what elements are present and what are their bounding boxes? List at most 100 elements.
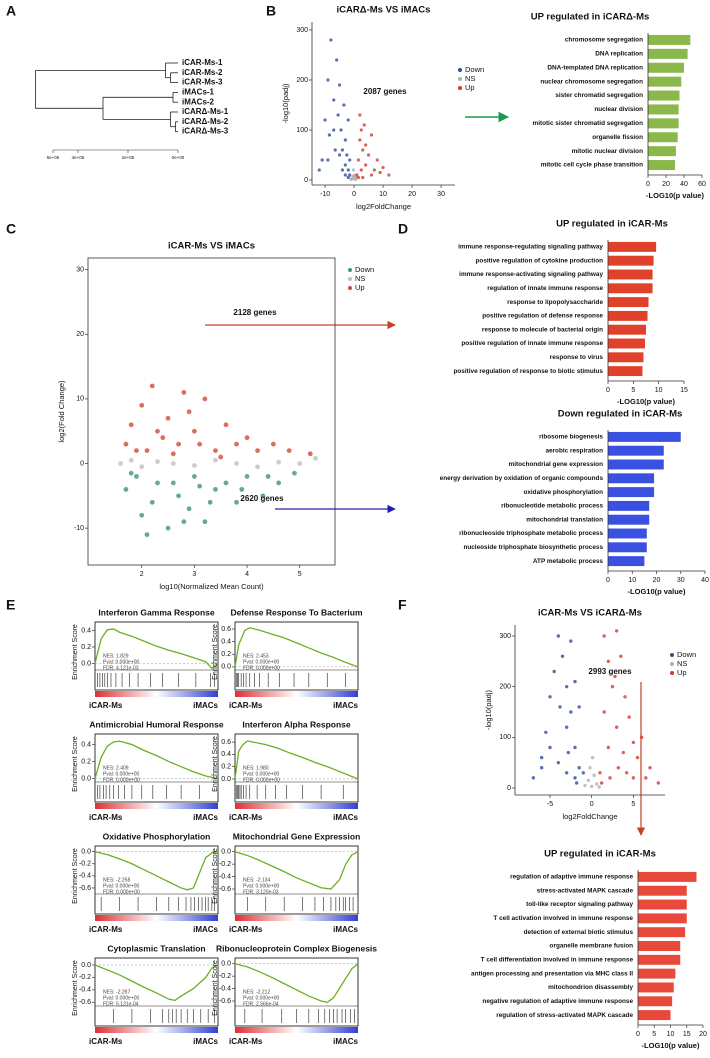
point <box>276 459 282 465</box>
enrichment-curve <box>94 964 219 1002</box>
stat: Pval: 0.000e+00 <box>243 771 279 777</box>
point <box>610 684 615 689</box>
category-label: mitotic nuclear division <box>572 148 643 155</box>
y-axis-label: Enrichment Score <box>212 624 219 680</box>
category-label: positive regulation of response to bioti… <box>454 368 604 375</box>
category-label: antigen processing and presentation via … <box>471 970 633 977</box>
panel-label: A <box>6 3 16 19</box>
point <box>569 639 573 643</box>
plot-frame <box>234 733 359 803</box>
point <box>244 474 250 479</box>
legend-marker <box>670 671 674 675</box>
category-label: nucleoside triphosphate biosynthetic pro… <box>463 544 603 551</box>
point <box>556 760 561 765</box>
point <box>348 173 352 177</box>
point <box>560 654 565 658</box>
point <box>207 499 213 505</box>
point <box>191 463 197 468</box>
stat: FDR: 5.131e-04 <box>103 1001 139 1007</box>
category-label: T cell activation involved in immune res… <box>493 915 633 922</box>
y-tick-label: 0.4 <box>221 638 231 645</box>
panel-label: B <box>266 3 276 19</box>
point <box>139 512 145 518</box>
category-label: nuclear division <box>594 106 643 113</box>
bar <box>608 297 649 308</box>
x-tick-label: 10 <box>667 1031 675 1038</box>
point <box>307 451 313 457</box>
rank-gradient <box>235 915 358 921</box>
right-label: iMACs <box>193 701 218 710</box>
legend-label: Up <box>677 668 687 677</box>
bar <box>648 146 676 157</box>
y-axis-label: Enrichment Score <box>72 960 79 1016</box>
x-tick-label: 20 <box>653 577 661 584</box>
stat: NES: 1.829 <box>103 653 129 659</box>
point <box>326 158 330 162</box>
point <box>556 634 561 638</box>
leaf-label: iMACs-1 <box>182 88 215 97</box>
rank-gradient <box>235 803 358 809</box>
category-label: response to lipopolysaccharide <box>507 299 603 306</box>
point <box>134 474 139 479</box>
point <box>631 740 636 745</box>
rank-gradient <box>95 691 218 697</box>
bar <box>638 927 686 938</box>
y-tick-label: 0.6 <box>221 626 231 633</box>
point <box>361 175 365 180</box>
y-axis-label: Enrichment Score <box>212 960 219 1016</box>
point <box>292 470 297 476</box>
point <box>624 771 629 775</box>
point <box>608 776 612 780</box>
right-label: iMACs <box>333 701 358 710</box>
point <box>627 715 631 719</box>
y-tick-label: 0.2 <box>221 651 231 658</box>
point <box>343 163 347 167</box>
y-tick-label: 30 <box>76 266 84 273</box>
chart-title: UP regulated in iCARΔ-Ms <box>531 12 650 23</box>
legend-marker <box>458 68 462 72</box>
bar <box>648 90 680 101</box>
point <box>648 766 652 770</box>
bar <box>638 871 697 882</box>
point <box>573 679 577 684</box>
point <box>170 461 176 466</box>
point <box>602 634 606 638</box>
point <box>317 168 321 172</box>
point <box>332 128 336 132</box>
bar <box>648 118 679 129</box>
y-tick-label: -0.4 <box>219 985 231 992</box>
bar <box>638 913 687 924</box>
point <box>255 448 260 454</box>
rank-gradient <box>95 915 218 921</box>
category-label: positive regulation of innate immune res… <box>461 340 603 347</box>
point <box>644 776 648 780</box>
bar <box>638 968 676 979</box>
point <box>590 755 595 760</box>
point <box>239 486 245 492</box>
category-label: organelle membrane fusion <box>550 943 634 950</box>
point <box>181 519 187 525</box>
bar <box>648 48 688 59</box>
point <box>356 175 361 180</box>
y-tick-label: 0.0 <box>81 848 91 855</box>
point <box>592 773 596 778</box>
plot-frame <box>94 845 219 915</box>
bar <box>648 132 678 143</box>
chart-title: Antimicrobial Humoral Response <box>89 719 223 729</box>
category-label: ribosome biogenesis <box>539 434 603 441</box>
category-label: DNA replication <box>595 51 643 58</box>
point <box>599 781 604 785</box>
chart-title: Interferon Alpha Response <box>242 719 351 729</box>
point <box>359 128 363 132</box>
x-axis-label: -LOG10(p value) <box>617 397 675 406</box>
point <box>597 785 601 789</box>
x-tick-label: 5 <box>298 571 302 578</box>
point <box>197 441 203 447</box>
plot-frame <box>234 845 359 915</box>
x-tick-label: 40 <box>701 577 709 584</box>
enrichment-curve <box>94 628 219 670</box>
point <box>364 143 368 147</box>
plot-frame <box>94 621 219 691</box>
bar <box>648 62 684 73</box>
